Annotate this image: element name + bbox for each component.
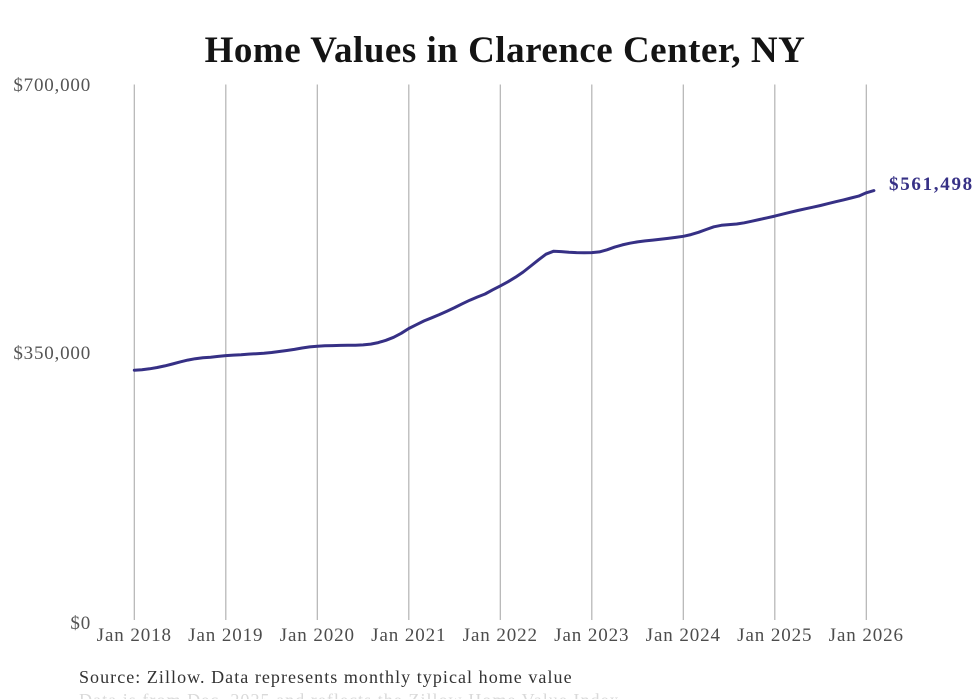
svg-text:Home Values in Clarence Center: Home Values in Clarence Center, NY	[205, 30, 806, 71]
svg-text:Jan 2021: Jan 2021	[371, 625, 446, 646]
svg-text:$350,000: $350,000	[13, 343, 91, 364]
svg-text:Jan 2026: Jan 2026	[829, 625, 904, 646]
svg-text:Jan 2019: Jan 2019	[188, 625, 263, 646]
svg-text:Jan 2018: Jan 2018	[97, 625, 172, 646]
svg-text:Source: Zillow. Data represent: Source: Zillow. Data represents monthly …	[79, 667, 573, 687]
svg-text:Data is from Dec. 2025 and ref: Data is from Dec. 2025 and reflects the …	[79, 690, 620, 699]
svg-text:Jan 2024: Jan 2024	[646, 625, 721, 646]
svg-text:$0: $0	[70, 613, 91, 634]
svg-text:Jan 2022: Jan 2022	[463, 625, 538, 646]
svg-text:Jan 2025: Jan 2025	[737, 625, 812, 646]
svg-text:Jan 2020: Jan 2020	[280, 625, 355, 646]
svg-text:$561,498: $561,498	[889, 174, 974, 195]
svg-text:Jan 2023: Jan 2023	[554, 625, 629, 646]
svg-text:$700,000: $700,000	[13, 75, 91, 96]
